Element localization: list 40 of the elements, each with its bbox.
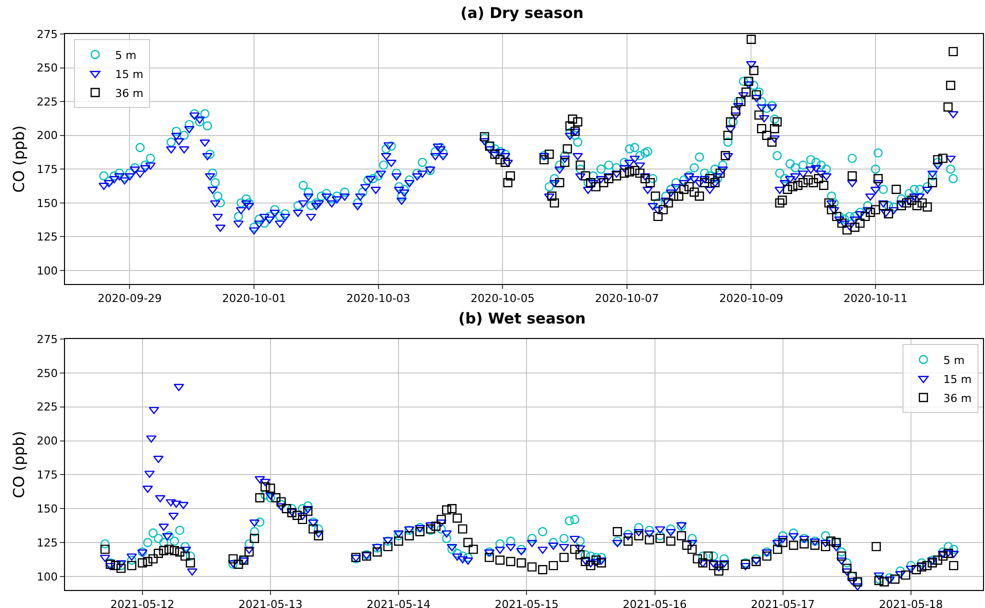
y-tick-label: 100 [36,264,58,278]
y-tick-label: 175 [36,468,58,482]
y-tick-label: 100 [36,570,58,584]
y-axis-title: CO (ppb) [10,430,28,498]
x-tick-label: 2021-05-16 [622,598,687,608]
x-tick-label: 2021-05-13 [238,598,302,608]
x-tick-label: 2021-05-18 [878,598,943,608]
x-tick-label: 2020-10-01 [222,292,286,306]
y-tick-label: 150 [36,196,58,210]
y-tick-label: 175 [36,162,58,176]
legend-label: 36 m [115,86,144,100]
x-tick-label: 2021-05-17 [750,598,815,608]
y-tick-label: 275 [36,28,58,41]
y-axis-title: CO (ppb) [10,125,28,193]
x-tick-label: 2020-09-29 [98,292,162,306]
y-tick-label: 250 [36,62,58,75]
y-tick-label: 200 [36,434,58,448]
chart-title: (b) Wet season [458,310,586,328]
y-tick-label: 125 [36,536,58,550]
legend-label: 36 m [943,392,972,405]
y-tick-label: 250 [36,366,58,380]
legend-label: 5 m [943,354,965,367]
legend-label: 15 m [943,372,972,386]
y-tick-label: 275 [36,332,58,346]
x-tick-label: 2020-10-11 [844,292,908,306]
x-tick-label: 2021-05-12 [110,598,174,608]
x-tick-label: 2020-10-07 [594,292,659,306]
x-tick-label: 2021-05-14 [366,598,431,608]
x-tick-label: 2021-05-15 [494,598,559,608]
y-tick-label: 200 [36,129,58,142]
y-tick-label: 225 [36,400,58,414]
legend-label: 15 m [115,68,144,81]
chart-title: (a) Dry season [460,4,584,22]
y-tick-label: 225 [36,95,58,108]
legend-label: 5 m [115,48,136,62]
x-tick-label: 2020-10-03 [346,292,410,306]
x-tick-label: 2020-10-05 [470,292,535,306]
x-tick-label: 2020-10-09 [719,292,784,306]
y-tick-label: 150 [36,502,58,516]
y-tick-label: 125 [36,230,58,244]
